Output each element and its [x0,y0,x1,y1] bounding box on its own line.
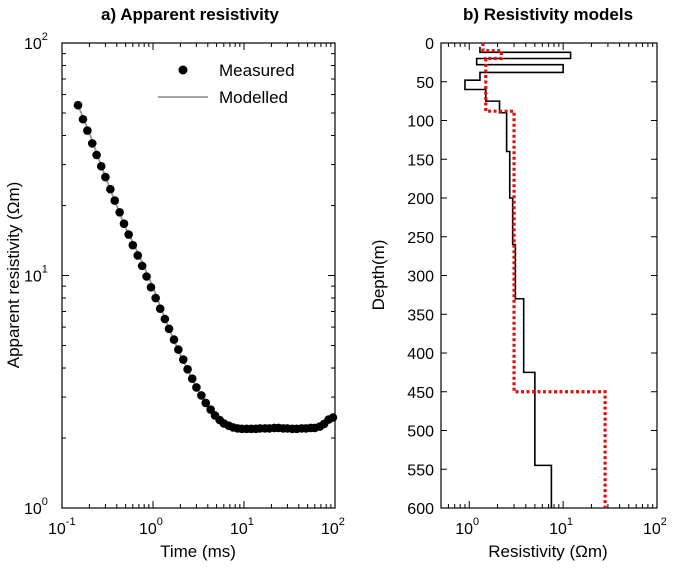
measured-point [174,345,183,354]
measured-point [192,383,201,392]
measured-point [142,272,151,281]
legend-marker-measured [178,65,188,75]
measured-point [183,364,192,374]
panel-b-x-tick-labels: 100 101 102 [455,516,667,538]
measured-point [78,114,88,124]
measured-point [187,374,197,383]
panel-b-y-tick-labels: 0 50 100 150 200 250 300 350 400 450 500 550 600 [407,36,434,518]
x-tick-label: 102 [321,516,345,538]
y-tick-label: 250 [407,230,434,247]
measured-point [146,282,156,292]
x-tick-label: 102 [643,516,667,538]
measured-point [164,324,174,334]
measured-point [197,391,206,400]
measured-point [119,219,129,229]
y-tick-label: 0 [425,36,434,53]
measured-point [96,161,106,171]
panel-b-title: b) Resistivity models [463,5,633,24]
measured-point [201,398,211,408]
panel-b-axes-box [440,42,658,509]
model-b-step-line [481,43,607,508]
y-tick-label: 200 [407,191,434,208]
x-tick-label: 101 [230,516,254,538]
panel-a-x-tick-labels: 10-1 100 101 102 [48,516,345,538]
measured-point [151,293,160,303]
y-tick-label: 100 [407,114,434,131]
model-a-step-line [464,46,572,508]
panel-b-resistivity-models: b) Resistivity models 100 101 102 0 50 100… [369,5,667,561]
panel-a-title: a) Apparent resistivity [101,5,279,24]
panel-a-y-tick-labels: 100 101 102 [24,31,48,518]
panel-a-apparent-resistivity: a) Apparent resistivity 10-1 100 101 102… [4,5,345,561]
measured-point [137,261,147,271]
y-tick-label: 600 [407,501,434,518]
y-tick-label: 100 [24,496,48,518]
measured-point [101,172,110,182]
y-tick-label: 150 [407,152,434,169]
measured-point [87,139,97,148]
measured-point [110,196,120,205]
y-tick-label: 450 [407,385,434,402]
x-tick-label: 101 [549,516,573,538]
y-tick-label: 500 [407,424,434,441]
y-tick-label: 350 [407,307,434,324]
measured-point [133,251,143,260]
y-tick-label: 300 [407,269,434,286]
x-tick-label: 100 [455,516,479,538]
panel-a-ticks [61,43,335,509]
measured-point [115,208,124,217]
y-tick-label: 400 [407,346,434,363]
measured-point [328,413,338,422]
x-tick-label: 10-1 [48,516,76,538]
y-tick-label: 101 [24,264,48,286]
y-tick-label: 50 [416,75,434,92]
measured-point [155,304,165,313]
legend-label-measured: Measured [219,61,295,80]
measured-point [73,100,83,110]
measured-point [92,150,101,160]
measured-point [83,126,92,135]
measured-point [160,314,170,324]
panel-a-axes-box [61,42,336,509]
y-tick-label: 550 [407,462,434,479]
panel-b-x-axis-label: Resistivity (Ωm) [488,542,607,561]
panel-b-ticks [440,42,657,509]
panel-b-y-axis-label: Depth(m) [369,240,388,311]
legend: Measured Modelled [158,61,295,107]
measured-point [206,405,215,414]
measured-points [73,100,338,434]
measured-point [106,184,115,194]
legend-label-modelled: Modelled [219,88,288,107]
measured-point [124,230,133,239]
panel-a-y-axis-label: Apparent resistivity (Ωm) [4,182,23,369]
measured-point [169,335,179,344]
panel-a-x-axis-label: Time (ms) [160,542,236,561]
x-tick-label: 100 [139,516,163,538]
measured-point [178,355,188,364]
y-tick-label: 102 [24,31,48,53]
measured-point [128,240,138,250]
